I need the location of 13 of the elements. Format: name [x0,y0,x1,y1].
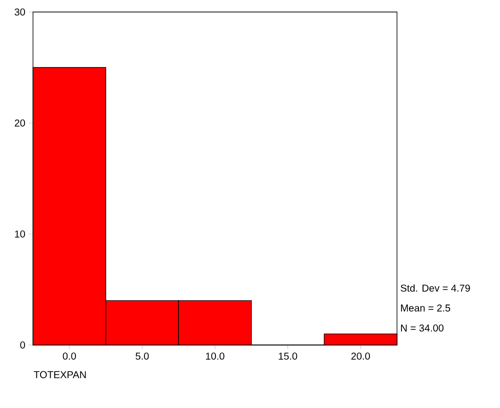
text: N = 34.00 [401,324,444,332]
text: Std. Dev = 4.79 [400,284,470,292]
x-tick-label: 0.0 [62,352,76,360]
x-tick-label: 15.0 [278,352,298,360]
y-tick-label: 20 [14,119,26,127]
x-tick-label: 5.0 [136,352,149,360]
text: Mean = 2.5 [401,304,450,312]
x-axis-title: TOTEXPAN [34,371,86,378]
x-tick-label: 10.0 [206,352,224,360]
y-tick-label: 10 [15,230,26,238]
y-tick-label: 0 [20,341,26,349]
x-tick-label: 20.0 [351,352,370,360]
y-tick-label: 30 [14,8,26,16]
